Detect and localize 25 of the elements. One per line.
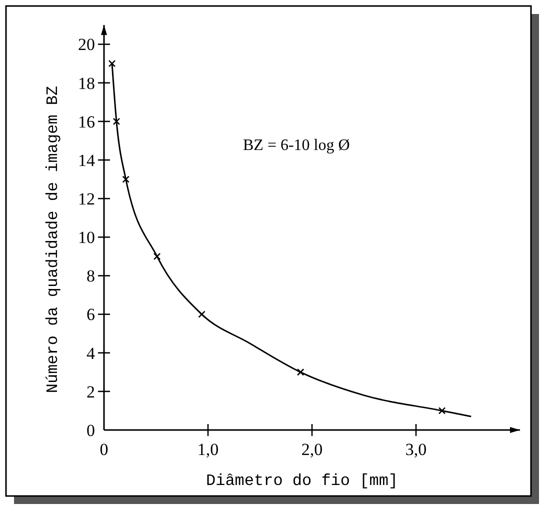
annotation: BZ = 6-10 log Ø [243,137,350,154]
point [198,310,206,318]
y-tick-label: 16 [78,112,95,132]
x-tick-label: 1,0 [197,440,219,459]
y-tick-label: 8 [86,266,95,286]
x-tick-label: 0 [100,440,108,459]
y-tick-label: 2 [86,382,95,402]
x-tick-label: 2,0 [301,440,323,459]
point [112,118,120,126]
point [108,60,116,68]
y-tick-label: 20 [78,35,95,54]
point [296,368,304,376]
y-tick-label: 10 [78,228,95,248]
x-tick-label: 3,0 [405,440,427,459]
y-tick-label: 14 [78,150,96,170]
point [438,407,446,414]
x-axis-title: Diâmetro do fio [mm] [206,472,398,490]
y-axis-title: Número da quadidade de imagem BZ [44,85,62,394]
y-tick-label: 0 [86,420,95,440]
y-tick-label: 6 [86,305,95,324]
y-tick-label: 18 [78,74,95,93]
y-tick-label: 12 [78,190,95,209]
point [122,176,130,183]
y-tick-label: 4 [86,344,96,363]
point [153,252,161,260]
